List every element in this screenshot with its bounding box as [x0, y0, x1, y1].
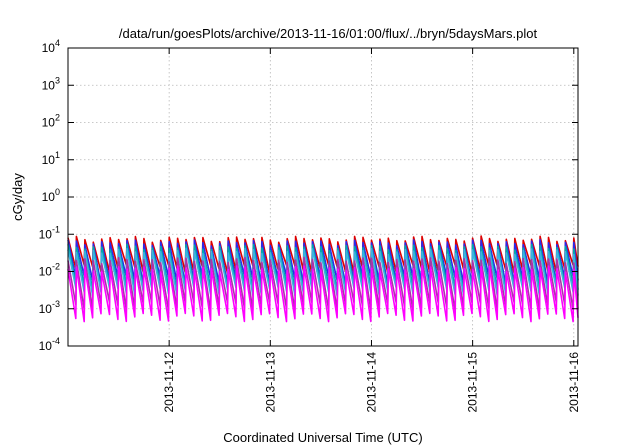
y-tick-label: 102: [42, 113, 60, 130]
y-tick-label: 10-3: [39, 299, 60, 316]
ticks: 10-4 10-3 10-2 10-1 100 101 102 103 104 2013-11-1…: [39, 38, 581, 413]
y-tick-label: 10-1: [39, 224, 60, 241]
series-line-1: [67, 235, 579, 274]
chart-title: /data/run/goesPlots/archive/2013-11-16/0…: [119, 26, 538, 41]
y-tick-label: 10-2: [39, 262, 60, 279]
y-tick-label: 101: [42, 150, 60, 167]
x-tick-label: 2013-11-14: [364, 352, 378, 413]
y-tick-label: 100: [42, 187, 60, 204]
series-line-4: [67, 247, 579, 297]
y-tick-label: 10-4: [39, 336, 60, 353]
x-tick-label: 2013-11-15: [466, 352, 480, 413]
x-tick-label: 2013-11-13: [263, 352, 277, 413]
x-tick-label: 2013-11-12: [162, 352, 176, 413]
x-tick-label: 2013-11-16: [567, 352, 581, 413]
grid: [68, 48, 578, 346]
y-tick-label: 104: [42, 38, 60, 55]
x-axis-label: Coordinated Universal Time (UTC): [223, 430, 422, 445]
y-tick-label: 103: [42, 75, 60, 92]
series-line-5: [67, 256, 579, 312]
series-layer: [67, 235, 579, 323]
y-axis-label: cGy/day: [10, 173, 25, 221]
series-line-6: [67, 264, 579, 323]
